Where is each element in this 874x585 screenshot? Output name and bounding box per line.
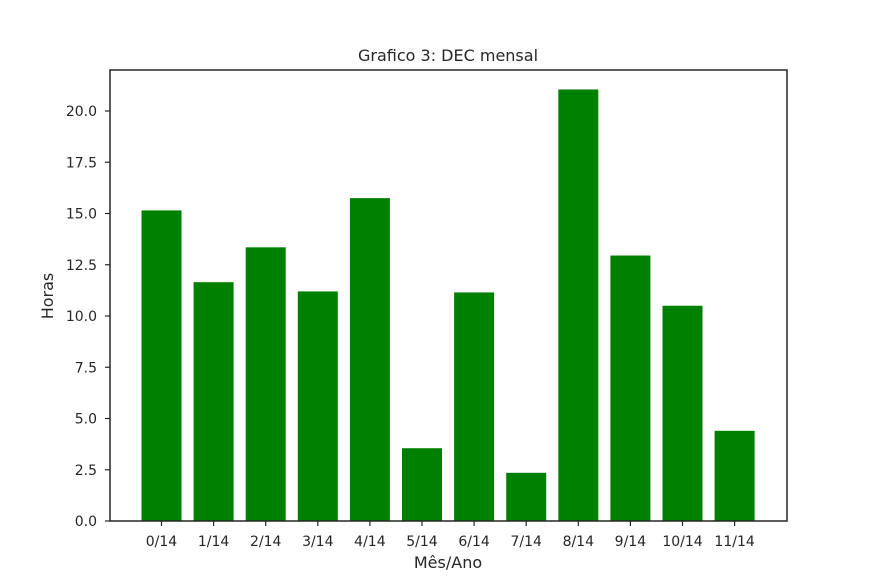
y-axis-label: Horas [38,273,57,320]
x-tick-label: 11/14 [714,534,754,550]
y-tick-label: 5.0 [75,412,97,428]
y-tick-label: 20.0 [66,104,97,120]
y-tick-label: 7.5 [75,360,97,376]
x-tick-label: 7/14 [510,534,542,550]
x-axis: 0/14 1/14 2/14 3/14 4/14 5/14 6/14 7/14 8/14 9/14… [146,521,755,550]
y-tick-label: 0.0 [75,514,97,530]
x-tick-label: 6/14 [458,534,490,550]
bar-0-14 [141,210,182,522]
x-tick-label: 8/14 [563,534,595,550]
y-axis: 0.0 2.5 5.0 7.5 10.0 12.5 15.0 17.5 20.0 [66,104,110,530]
bar-7-14 [506,472,547,521]
chart-title: Grafico 3: DEC mensal [358,46,538,65]
y-tick-label: 12.5 [66,258,97,274]
x-tick-label: 9/14 [615,534,647,550]
bar-8-14 [558,89,599,521]
x-tick-label: 4/14 [354,534,386,550]
bar-6-14 [454,292,495,521]
bar-9-14 [610,255,651,521]
x-tick-label: 0/14 [146,534,178,550]
bar-4-14 [349,198,390,521]
x-tick-label: 2/14 [250,534,282,550]
bar-1-14 [193,282,234,521]
x-tick-label: 1/14 [198,534,230,550]
x-tick-label: 5/14 [406,534,438,550]
y-tick-label: 17.5 [66,155,97,171]
bar-11-14 [714,430,755,521]
bar-3-14 [297,291,338,521]
bars-group [141,89,755,522]
x-tick-label: 10/14 [662,534,702,550]
bar-10-14 [662,305,703,521]
x-tick-label: 3/14 [302,534,334,550]
y-tick-label: 15.0 [66,207,97,223]
y-tick-label: 10.0 [66,309,97,325]
plot-frame [109,69,788,522]
bar-5-14 [402,448,442,521]
x-axis-label: Mês/Ano [414,553,482,572]
y-tick-label: 2.5 [75,463,97,479]
bar-2-14 [245,247,286,521]
